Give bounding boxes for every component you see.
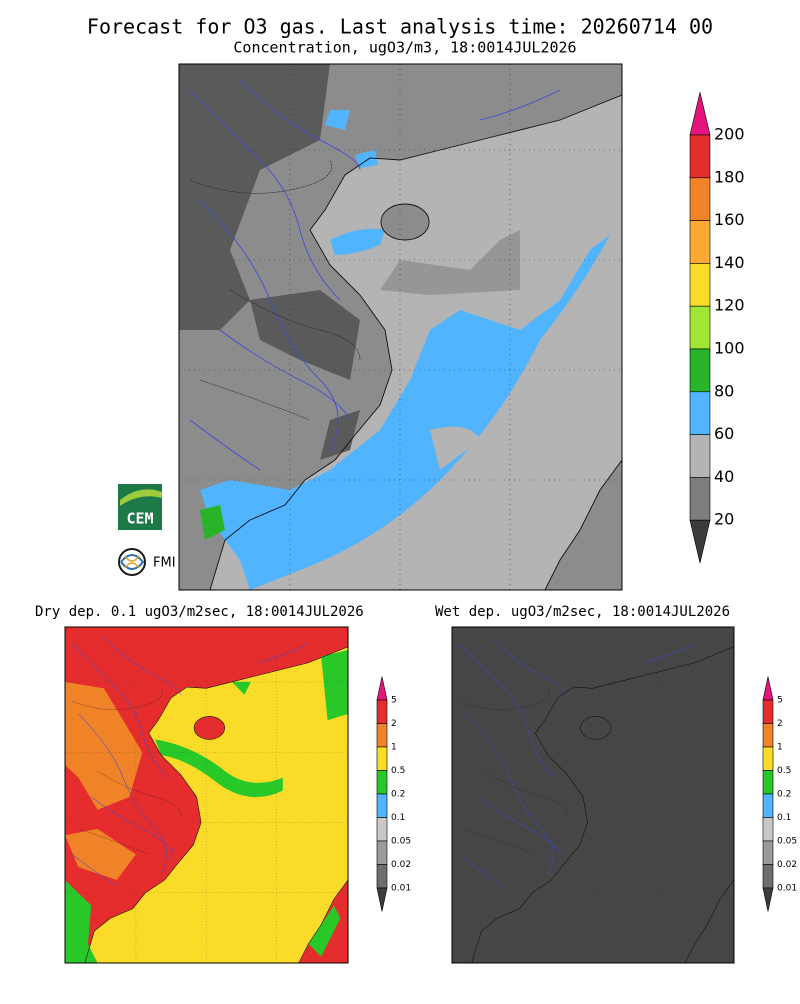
colorbar-segment (762, 770, 774, 795)
colorbar-lower-triangle (689, 519, 711, 564)
colorbar-label: 0.01 (391, 884, 411, 894)
main-map (179, 64, 622, 590)
colorbar-segment (376, 746, 388, 771)
colorbar-label: 1 (391, 743, 397, 753)
colorbar-label: 140 (714, 253, 745, 272)
colorbar-lower-triangle (376, 887, 388, 912)
colorbar-segment (762, 840, 774, 865)
colorbar-label: 0.5 (777, 766, 791, 776)
colorbar-label: 2 (391, 719, 397, 729)
colorbar-segment (689, 348, 711, 393)
colorbar-label: 5 (777, 696, 783, 706)
colorbar-segment (689, 434, 711, 478)
title: Forecast for O3 gas. Last analysis time:… (87, 15, 713, 39)
wet-dep-panel: Wet dep. ugO3/m2sec, 18:0014JUL2026 (435, 604, 735, 964)
colorbar-upper-triangle (689, 92, 711, 136)
colorbar-label: 100 (714, 339, 745, 358)
colorbar-label: 0.2 (391, 790, 405, 800)
colorbar-label: 120 (714, 296, 745, 315)
colorbar-segment (376, 817, 388, 842)
colorbar-label: 80 (714, 381, 734, 400)
colorbar-label: 60 (714, 424, 734, 443)
colorbar-segment (376, 840, 388, 865)
panel-title: Wet dep. ugO3/m2sec, 18:0014JUL2026 (435, 604, 730, 620)
colorbar-segment (762, 864, 774, 889)
colorbar-segment (762, 723, 774, 748)
colorbar-segment (689, 263, 711, 307)
colorbar-segment (689, 477, 711, 521)
dry-dep-panel: Dry dep. 0.1 ugO3/m2sec, 18:0014JUL2026 (35, 604, 364, 964)
wet-dep-map (452, 627, 734, 963)
colorbar-label: 0.05 (777, 837, 797, 847)
colorbar-segment (376, 699, 388, 724)
dry-dep-map (65, 627, 348, 963)
fmi-label: FMI (153, 556, 176, 571)
colorbar-segment (376, 723, 388, 748)
colorbar-segment (762, 746, 774, 771)
colorbar-segment (376, 793, 388, 818)
subtitle: Concentration, ugO3/m3, 18:0014JUL2026 (233, 39, 576, 57)
colorbar-segment (689, 305, 711, 350)
colorbar-segment (376, 864, 388, 889)
colorbar-label: 5 (391, 696, 397, 706)
colorbar-segment (689, 134, 711, 179)
colorbar-segment (376, 770, 388, 795)
cem-label: CEM (126, 510, 153, 528)
fmi-logo: FMI (118, 548, 176, 576)
colorbar-label: 1 (777, 743, 783, 753)
cem-logo: CEM (118, 484, 162, 530)
colorbar-segment (762, 817, 774, 842)
colorbar-label: 0.02 (391, 860, 411, 870)
colorbar-upper-triangle (762, 676, 774, 701)
colorbar-lower-triangle (762, 887, 774, 912)
colorbar-label: 180 (714, 167, 745, 186)
colorbar-segment (689, 220, 711, 264)
colorbar-label: 40 (714, 467, 734, 486)
colorbar-segment (762, 793, 774, 818)
colorbar-label: 0.05 (391, 837, 411, 847)
colorbar-label: 2 (777, 719, 783, 729)
colorbar-segment (762, 699, 774, 724)
colorbar-label: 0.1 (391, 813, 405, 823)
colorbar-segment (689, 177, 711, 221)
colorbar-label: 0.2 (777, 790, 791, 800)
colorbar-label: 0.01 (777, 884, 797, 894)
colorbar-label: 0.1 (777, 813, 791, 823)
colorbar-label: 200 (714, 125, 745, 144)
colorbar-label: 0.5 (391, 766, 405, 776)
colorbar-label: 0.02 (777, 860, 797, 870)
map-frame (178, 63, 623, 591)
colorbar-upper-triangle (376, 676, 388, 701)
colorbar-segment (689, 391, 711, 435)
colorbar-label: 160 (714, 210, 745, 229)
colorbar-label: 20 (714, 510, 734, 529)
panel-title: Dry dep. 0.1 ugO3/m2sec, 18:0014JUL2026 (35, 604, 364, 620)
